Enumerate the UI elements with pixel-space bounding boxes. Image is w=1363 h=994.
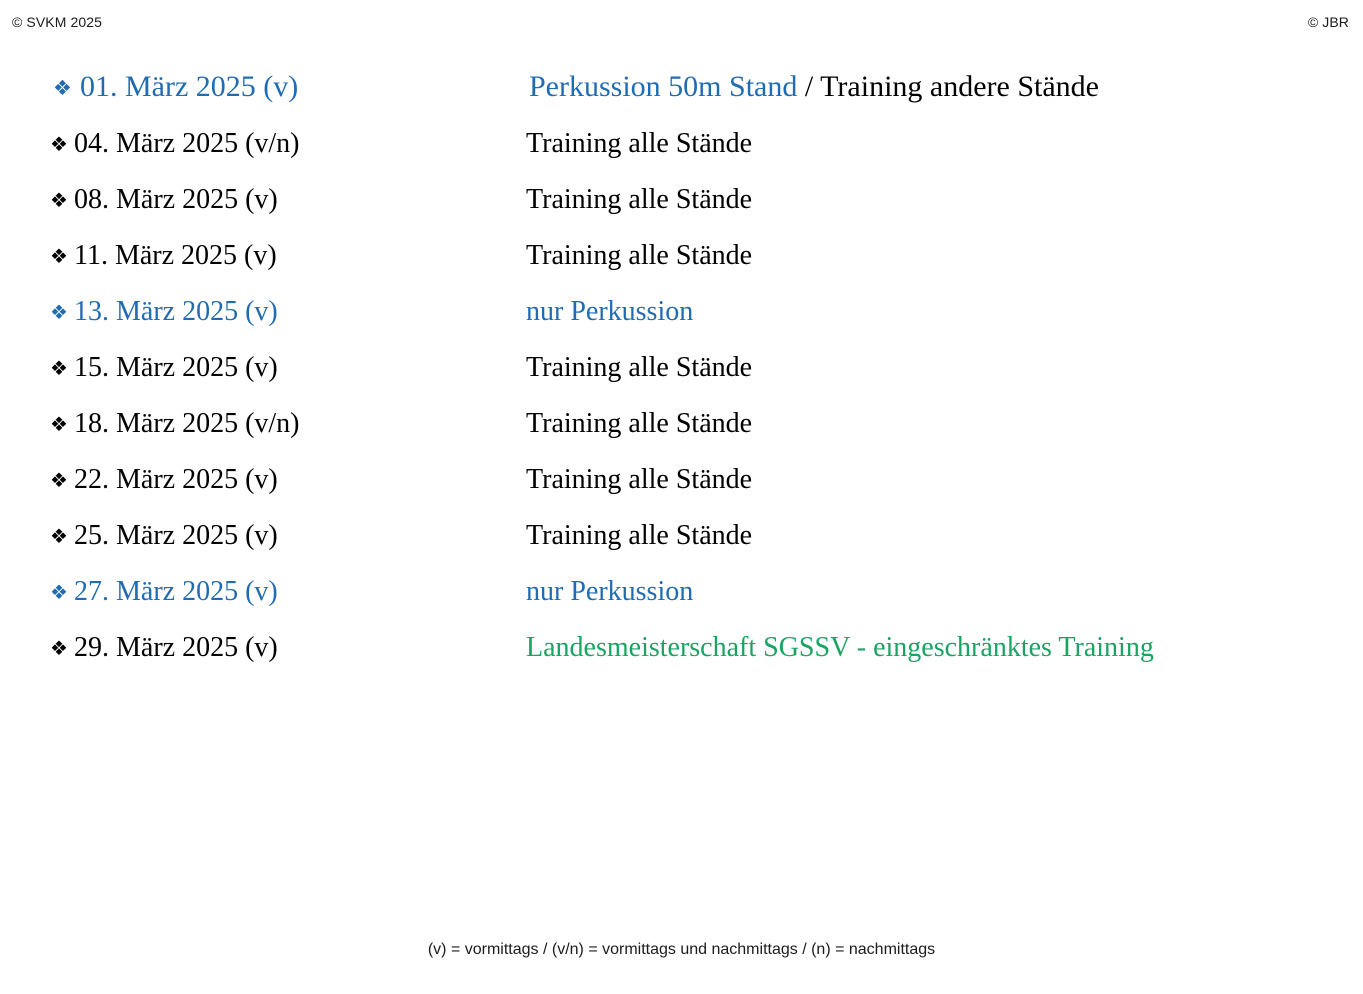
schedule-description-primary: Training alle Stände bbox=[526, 464, 753, 495]
schedule-row: ❖ 08. März 2025 (v) Training alle Stände bbox=[50, 172, 1330, 228]
schedule-description: Training alle Stände bbox=[526, 508, 1330, 564]
schedule-description-primary: Landesmeisterschaft SGSSV - eingeschränk… bbox=[526, 632, 1154, 663]
schedule-row: ❖ 18. März 2025 (v/n) Training alle Stände bbox=[50, 396, 1330, 452]
diamond-bullet-icon: ❖ bbox=[50, 132, 68, 156]
schedule-date: 08. März 2025 (v) bbox=[74, 184, 278, 215]
diamond-bullet-icon: ❖ bbox=[50, 356, 68, 380]
schedule-row: ❖ 01. März 2025 (v) Perkussion 50m Stand /… bbox=[50, 58, 1330, 116]
schedule-description: Training alle Stände bbox=[526, 116, 1330, 172]
schedule-date: 18. März 2025 (v/n) bbox=[74, 408, 300, 439]
diamond-bullet-icon: ❖ bbox=[53, 76, 72, 100]
schedule-description: Training alle Stände bbox=[526, 228, 1330, 284]
schedule-date: 29. März 2025 (v) bbox=[74, 632, 278, 663]
schedule-row: ❖ 25. März 2025 (v) Training alle Stände bbox=[50, 508, 1330, 564]
diamond-bullet-icon: ❖ bbox=[50, 636, 68, 660]
schedule-row: ❖ 11. März 2025 (v) Training alle Stände bbox=[50, 228, 1330, 284]
schedule-description: Training alle Stände bbox=[526, 172, 1330, 228]
schedule-description-primary: Perkussion 50m Stand bbox=[529, 70, 798, 103]
diamond-bullet-icon: ❖ bbox=[50, 412, 68, 436]
diamond-bullet-icon: ❖ bbox=[50, 188, 68, 212]
schedule-description-primary: Training alle Stände bbox=[526, 352, 753, 383]
schedule-description: Training alle Stände bbox=[526, 340, 1330, 396]
schedule-description-primary: Training alle Stände bbox=[526, 184, 753, 215]
schedule-date: 04. März 2025 (v/n) bbox=[74, 128, 300, 159]
schedule-description: Landesmeisterschaft SGSSV - eingeschränk… bbox=[526, 620, 1330, 676]
diamond-bullet-icon: ❖ bbox=[50, 244, 68, 268]
copyright-right: © JBR bbox=[1307, 14, 1349, 30]
schedule-date: 22. März 2025 (v) bbox=[74, 464, 278, 495]
schedule-date: 25. März 2025 (v) bbox=[74, 520, 278, 551]
schedule-description: Training alle Stände bbox=[526, 452, 1330, 508]
schedule-date: 11. März 2025 (v) bbox=[74, 240, 277, 271]
schedule-row: ❖ 15. März 2025 (v) Training alle Stände bbox=[50, 340, 1330, 396]
diamond-bullet-icon: ❖ bbox=[50, 300, 68, 324]
diamond-bullet-icon: ❖ bbox=[50, 580, 68, 604]
schedule-row: ❖ 22. März 2025 (v) Training alle Stände bbox=[50, 452, 1330, 508]
schedule-date: 13. März 2025 (v) bbox=[74, 296, 278, 327]
schedule-date: 01. März 2025 (v) bbox=[80, 70, 299, 103]
schedule-description: nur Perkussion bbox=[526, 564, 1330, 620]
schedule-description: nur Perkussion bbox=[526, 284, 1330, 340]
schedule-row: ❖ 04. März 2025 (v/n) Training alle Stände bbox=[50, 116, 1330, 172]
schedule-description-primary: nur Perkussion bbox=[526, 296, 694, 327]
schedule-description-primary: Training alle Stände bbox=[526, 520, 753, 551]
schedule-description-secondary: / Training andere Stände bbox=[797, 70, 1099, 103]
schedule-description-primary: Training alle Stände bbox=[526, 128, 753, 159]
schedule-description: Training alle Stände bbox=[526, 396, 1330, 452]
schedule-description: Perkussion 50m Stand / Training andere S… bbox=[529, 58, 1330, 116]
copyright-left: © SVKM 2025 bbox=[12, 14, 103, 30]
schedule-description-primary: Training alle Stände bbox=[526, 240, 753, 271]
schedule-date: 15. März 2025 (v) bbox=[74, 352, 278, 383]
diamond-bullet-icon: ❖ bbox=[50, 468, 68, 492]
schedule-description-primary: nur Perkussion bbox=[526, 576, 694, 607]
schedule-row: ❖ 27. März 2025 (v) nur Perkussion bbox=[50, 564, 1330, 620]
legend-footer: (v) = vormittags / (v/n) = vormittags un… bbox=[427, 941, 936, 958]
schedule-row: ❖ 29. März 2025 (v) Landesmeisterschaft SG… bbox=[50, 620, 1330, 676]
schedule-date: 27. März 2025 (v) bbox=[74, 576, 278, 607]
schedule-description-primary: Training alle Stände bbox=[526, 408, 753, 439]
schedule-row: ❖ 13. März 2025 (v) nur Perkussion bbox=[50, 284, 1330, 340]
schedule-list: ❖ 01. März 2025 (v) Perkussion 50m Stand /… bbox=[50, 58, 1330, 676]
diamond-bullet-icon: ❖ bbox=[50, 524, 68, 548]
